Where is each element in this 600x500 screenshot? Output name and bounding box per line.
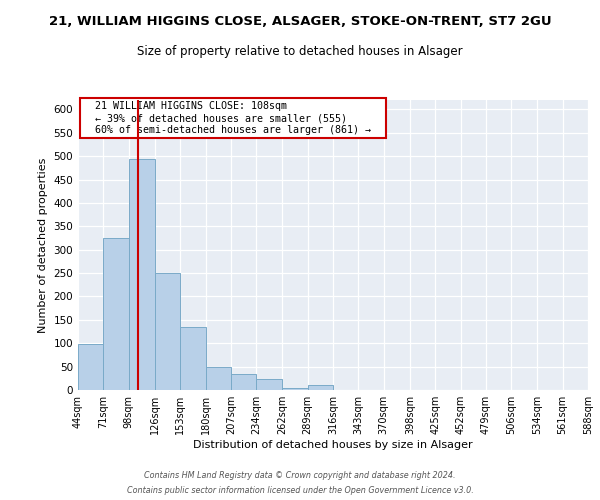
X-axis label: Distribution of detached houses by size in Alsager: Distribution of detached houses by size … [193, 440, 473, 450]
Text: Size of property relative to detached houses in Alsager: Size of property relative to detached ho… [137, 45, 463, 58]
Bar [180, 327, 205, 390]
Text: 21, WILLIAM HIGGINS CLOSE, ALSAGER, STOKE-ON-TRENT, ST7 2GU: 21, WILLIAM HIGGINS CLOSE, ALSAGER, STOK… [49, 15, 551, 28]
Y-axis label: Number of detached properties: Number of detached properties [38, 158, 48, 332]
Bar [283, 388, 308, 390]
Text: 21 WILLIAM HIGGINS CLOSE: 108sqm  
  ← 39% of detached houses are smaller (555) : 21 WILLIAM HIGGINS CLOSE: 108sqm ← 39% o… [83, 102, 383, 134]
Text: Contains public sector information licensed under the Open Government Licence v3: Contains public sector information licen… [127, 486, 473, 495]
Bar [308, 386, 333, 390]
Bar [128, 160, 155, 390]
Bar [205, 366, 231, 390]
Bar [256, 379, 283, 390]
Bar [78, 344, 103, 390]
Bar [103, 238, 128, 390]
Bar [231, 374, 256, 390]
Bar [155, 273, 180, 390]
Text: Contains HM Land Registry data © Crown copyright and database right 2024.: Contains HM Land Registry data © Crown c… [144, 471, 456, 480]
